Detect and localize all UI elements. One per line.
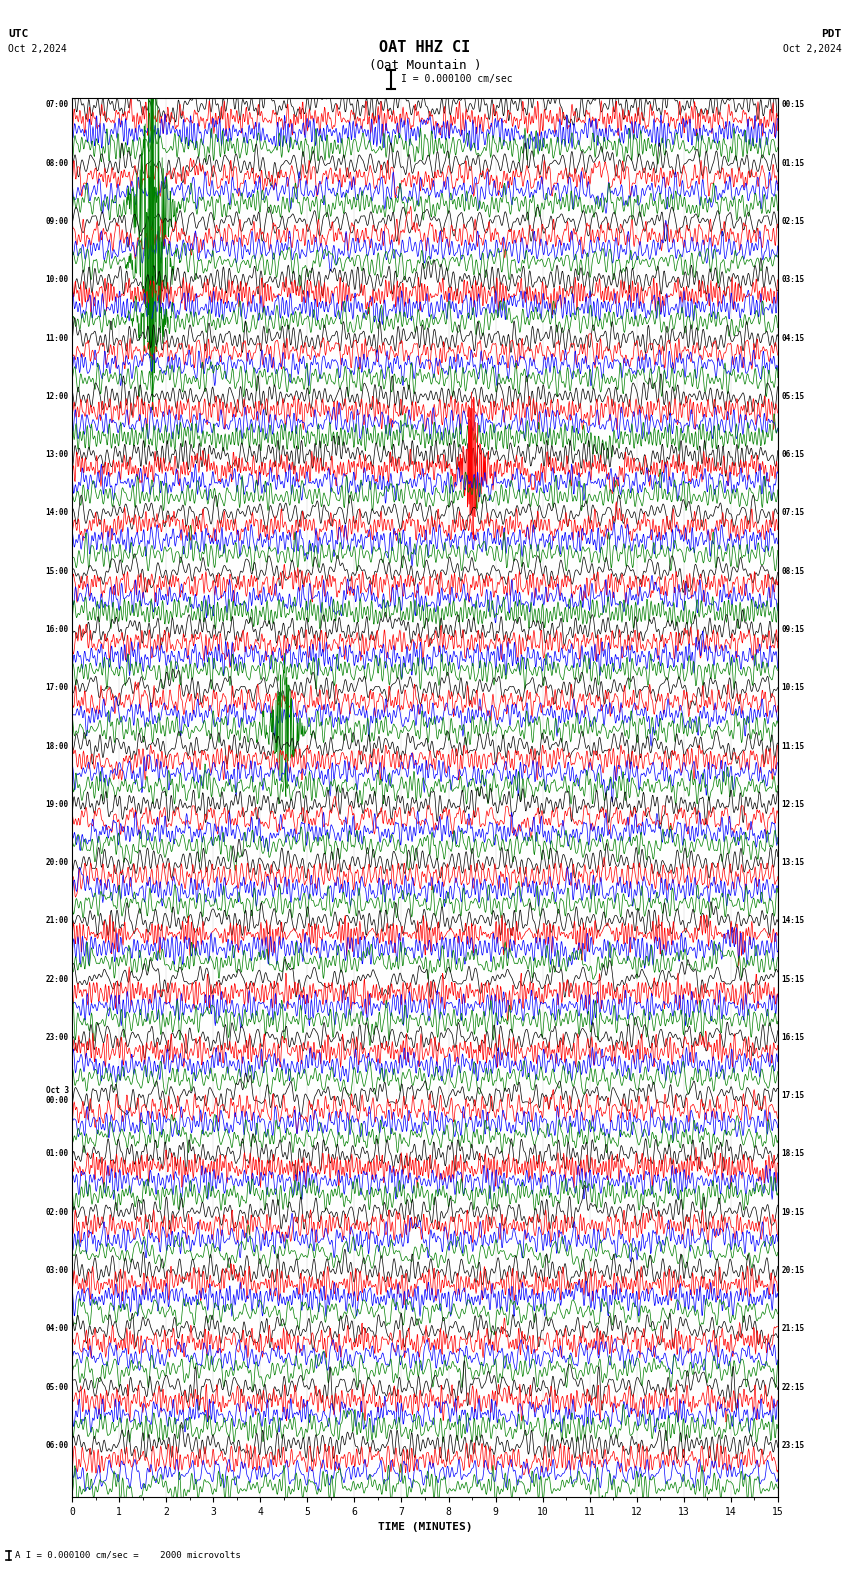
Text: 13:00: 13:00 — [46, 450, 69, 459]
Text: 16:15: 16:15 — [781, 1033, 804, 1042]
Text: Oct 3
00:00: Oct 3 00:00 — [46, 1087, 69, 1106]
Text: I = 0.000100 cm/sec: I = 0.000100 cm/sec — [401, 74, 513, 84]
Text: 13:15: 13:15 — [781, 859, 804, 866]
Text: OAT HHZ CI: OAT HHZ CI — [379, 40, 471, 54]
Text: 14:00: 14:00 — [46, 508, 69, 518]
Text: 09:15: 09:15 — [781, 626, 804, 634]
Text: Oct 2,2024: Oct 2,2024 — [783, 44, 842, 54]
Text: 05:00: 05:00 — [46, 1383, 69, 1392]
Text: 01:00: 01:00 — [46, 1150, 69, 1158]
Text: 23:00: 23:00 — [46, 1033, 69, 1042]
Text: 08:00: 08:00 — [46, 158, 69, 168]
Text: 02:00: 02:00 — [46, 1207, 69, 1217]
Text: UTC: UTC — [8, 29, 29, 38]
Text: 02:15: 02:15 — [781, 217, 804, 227]
Text: 15:00: 15:00 — [46, 567, 69, 575]
Text: 21:15: 21:15 — [781, 1324, 804, 1334]
Text: 20:00: 20:00 — [46, 859, 69, 866]
Text: 21:00: 21:00 — [46, 917, 69, 925]
Text: 05:15: 05:15 — [781, 391, 804, 401]
Text: 03:15: 03:15 — [781, 276, 804, 284]
Text: 18:15: 18:15 — [781, 1150, 804, 1158]
Text: 04:15: 04:15 — [781, 334, 804, 342]
Text: 18:00: 18:00 — [46, 741, 69, 751]
Text: 11:15: 11:15 — [781, 741, 804, 751]
Text: Oct 2,2024: Oct 2,2024 — [8, 44, 67, 54]
Text: 07:15: 07:15 — [781, 508, 804, 518]
Text: 06:00: 06:00 — [46, 1441, 69, 1449]
Text: 17:00: 17:00 — [46, 683, 69, 692]
Text: 12:15: 12:15 — [781, 800, 804, 809]
Text: 10:15: 10:15 — [781, 683, 804, 692]
Text: PDT: PDT — [821, 29, 842, 38]
X-axis label: TIME (MINUTES): TIME (MINUTES) — [377, 1522, 473, 1532]
Text: 14:15: 14:15 — [781, 917, 804, 925]
Text: 04:00: 04:00 — [46, 1324, 69, 1334]
Text: 19:00: 19:00 — [46, 800, 69, 809]
Text: 20:15: 20:15 — [781, 1266, 804, 1275]
Text: (Oat Mountain ): (Oat Mountain ) — [369, 59, 481, 71]
Text: 07:00: 07:00 — [46, 100, 69, 109]
Text: A I = 0.000100 cm/sec =    2000 microvolts: A I = 0.000100 cm/sec = 2000 microvolts — [15, 1551, 241, 1560]
Text: 17:15: 17:15 — [781, 1091, 804, 1101]
Text: 09:00: 09:00 — [46, 217, 69, 227]
Text: 16:00: 16:00 — [46, 626, 69, 634]
Text: 12:00: 12:00 — [46, 391, 69, 401]
Text: 01:15: 01:15 — [781, 158, 804, 168]
Text: 00:15: 00:15 — [781, 100, 804, 109]
Text: 23:15: 23:15 — [781, 1441, 804, 1449]
Text: 11:00: 11:00 — [46, 334, 69, 342]
Text: 15:15: 15:15 — [781, 974, 804, 984]
Text: 19:15: 19:15 — [781, 1207, 804, 1217]
Text: 22:00: 22:00 — [46, 974, 69, 984]
Text: 06:15: 06:15 — [781, 450, 804, 459]
Text: 03:00: 03:00 — [46, 1266, 69, 1275]
Text: 22:15: 22:15 — [781, 1383, 804, 1392]
Text: 08:15: 08:15 — [781, 567, 804, 575]
Text: 10:00: 10:00 — [46, 276, 69, 284]
